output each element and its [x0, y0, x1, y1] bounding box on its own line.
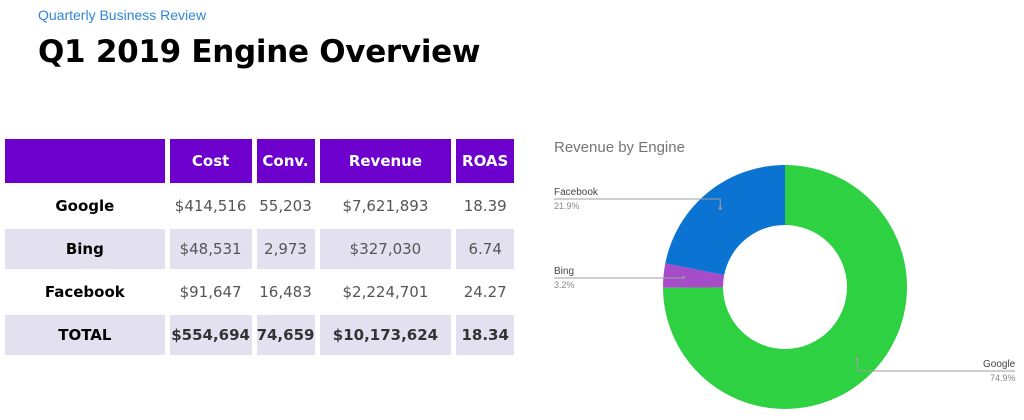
cell-cost: $48,531 — [169, 229, 252, 269]
header-engine — [5, 139, 165, 183]
cell-revenue: $7,621,893 — [342, 197, 429, 215]
cell-revenue: $327,030 — [319, 229, 452, 269]
slice-percent-facebook: 21.9% — [554, 201, 580, 211]
total-conv: 74,659 — [256, 315, 315, 355]
total-cost: $554,694 — [169, 315, 252, 355]
callout-line-facebook — [554, 198, 721, 209]
cell-conv: 2,973 — [256, 229, 315, 269]
slice-percent-bing: 3.2% — [554, 280, 575, 290]
engine-table: Cost Conv. Revenue ROAS Google $414,516 … — [0, 136, 519, 358]
cell-engine: Google — [55, 197, 115, 215]
total-roas: 18.34 — [456, 315, 514, 355]
header-revenue: Revenue — [319, 139, 452, 183]
table-row: Google $414,516 55,203 $7,621,893 18.39 — [5, 186, 514, 226]
callout-dot-facebook — [718, 206, 722, 210]
cell-engine: Bing — [5, 229, 165, 269]
slice-percent-google: 74.9% — [990, 373, 1016, 383]
header-conv: Conv. — [256, 139, 315, 183]
cell-roas: 6.74 — [456, 229, 514, 269]
slice-label-bing: Bing — [554, 266, 574, 277]
total-revenue: $10,173,624 — [319, 315, 452, 355]
chart-title: Revenue by Engine — [554, 139, 685, 156]
table-row: Bing $48,531 2,973 $327,030 6.74 — [5, 229, 514, 269]
cell-cost: $91,647 — [179, 283, 242, 301]
cell-roas: 18.39 — [463, 197, 507, 215]
table-header-row: Cost Conv. Revenue ROAS — [5, 139, 514, 183]
table-row: Facebook $91,647 16,483 $2,224,701 24.27 — [5, 272, 514, 312]
callout-dot-bing — [681, 275, 685, 279]
total-label: TOTAL — [5, 315, 165, 355]
cell-revenue: $2,224,701 — [342, 283, 429, 301]
cell-cost: $414,516 — [174, 197, 247, 215]
donut-slice-google — [663, 165, 907, 409]
donut-slice-facebook — [665, 165, 785, 275]
table-total-row: TOTAL $554,694 74,659 $10,173,624 18.34 — [5, 315, 514, 355]
header-roas: ROAS — [456, 139, 514, 183]
cell-engine: Facebook — [44, 283, 125, 301]
cell-roas: 24.27 — [463, 283, 507, 301]
callout-dot-google — [855, 357, 859, 361]
cell-conv: 16,483 — [259, 283, 312, 301]
page-subtitle: Quarterly Business Review — [38, 7, 207, 23]
header-cost: Cost — [169, 139, 252, 183]
callout-line-google — [856, 358, 1015, 372]
slice-label-facebook: Facebook — [554, 187, 599, 198]
slice-label-google: Google — [983, 359, 1016, 370]
page-title: Q1 2019 Engine Overview — [38, 34, 481, 70]
donut-slice-bing — [662, 263, 725, 288]
cell-conv: 55,203 — [259, 197, 312, 215]
